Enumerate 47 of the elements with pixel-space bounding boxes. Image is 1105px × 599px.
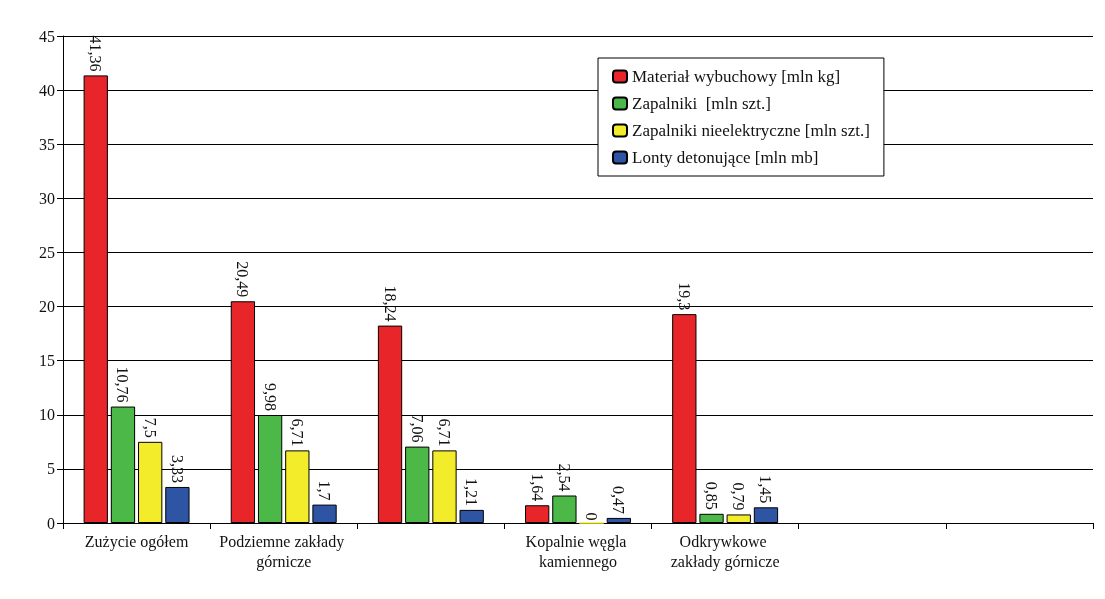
data-label: 6,71 (288, 418, 306, 447)
data-label: 1,7 (316, 480, 334, 501)
x-tick-label: Kopalnie węgla kamiennego (525, 532, 631, 571)
x-tick-label: Odkrywkowe zakłady górnicze (670, 532, 780, 571)
data-label: 20,49 (234, 261, 252, 298)
bar (606, 517, 631, 523)
legend-label: Materiał wybuchowy [mln kg] (632, 67, 841, 86)
bar (753, 507, 779, 523)
bar (552, 495, 577, 523)
data-label: 10,76 (114, 366, 132, 403)
data-label: 1,64 (528, 473, 546, 502)
bar (525, 505, 550, 523)
data-label: 0,79 (730, 482, 748, 511)
data-label: 0,85 (703, 481, 721, 510)
y-tick-label: 35 (39, 135, 55, 153)
data-label: 7,06 (408, 414, 426, 443)
bar (312, 504, 337, 523)
data-label: 6,71 (435, 418, 453, 447)
data-label: 7,5 (141, 417, 159, 438)
y-tick-label: 10 (39, 406, 55, 424)
data-label: 9,98 (261, 382, 279, 411)
y-tick-label: 40 (39, 81, 55, 99)
data-label: 18,24 (381, 285, 399, 322)
y-tick-label: 30 (39, 189, 55, 207)
data-label: 2,54 (555, 463, 573, 492)
y-tick-label: 15 (39, 352, 55, 370)
legend-label: Zapalniki [mln szt.] (632, 94, 771, 113)
legend-label: Zapalniki nieelektryczne [mln szt.] (632, 121, 870, 140)
y-tick-label: 45 (39, 27, 55, 45)
data-label: 1,21 (463, 477, 481, 506)
bar (699, 513, 724, 523)
bar (726, 514, 751, 523)
y-tick-label: 0 (47, 514, 55, 532)
data-label: 0 (583, 512, 601, 521)
bar (459, 509, 484, 523)
y-tick-label: 25 (39, 243, 55, 261)
y-tick-label: 5 (47, 460, 55, 478)
data-label: 0,47 (610, 485, 628, 514)
bar (165, 486, 190, 523)
data-label: 1,45 (757, 475, 775, 504)
x-tick-label: Podziemne zakłady górnicze (219, 532, 349, 571)
y-tick-label: 20 (39, 298, 55, 316)
legend-label: Lonty detonujące [mln mb] (632, 148, 819, 167)
x-tick-label: Zużycie ogółem (84, 532, 189, 551)
data-label: 19,3 (675, 282, 693, 311)
data-label: 41,36 (87, 35, 105, 72)
data-label: 3,33 (168, 454, 186, 483)
